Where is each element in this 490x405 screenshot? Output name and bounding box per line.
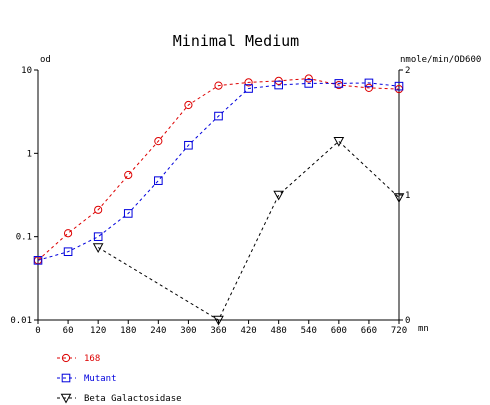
y-right-axis-label: nmole/min/OD600: [400, 55, 481, 65]
data-point: [33, 256, 43, 265]
data-point: [334, 79, 344, 88]
legend-marker: [61, 353, 71, 363]
y-left-tick-label: 10: [21, 66, 32, 76]
data-point: [184, 140, 193, 150]
y-left-tick-label: 1: [27, 149, 32, 159]
data-point: [63, 247, 73, 257]
x-tick-label: 660: [361, 326, 377, 336]
series-markers: [33, 74, 405, 326]
data-point: [333, 136, 345, 147]
data-point: [304, 74, 313, 83]
data-point: [274, 80, 283, 90]
y-left-tick-label: 0.1: [16, 233, 32, 243]
x-tick-label: 600: [331, 326, 347, 336]
legend-label: 168: [84, 354, 100, 364]
data-point: [364, 83, 374, 92]
x-tick-label: 180: [120, 326, 136, 336]
legend-marker: [61, 373, 71, 383]
x-tick-label: 480: [271, 326, 287, 336]
y-left-axis-label: od: [40, 55, 51, 65]
x-axis-label: mn: [418, 324, 429, 334]
series-line-1: [37, 82, 400, 261]
chart-title: Minimal Medium: [173, 32, 299, 50]
legend: 168 Mutant Beta Galactosidase: [57, 353, 182, 404]
x-tick-label: 120: [90, 326, 106, 336]
legend-label: Mutant: [84, 374, 117, 384]
y-right-tick-label: 2: [405, 66, 410, 76]
data-point: [93, 232, 103, 241]
data-point: [213, 315, 224, 326]
x-tick-label: 540: [301, 326, 317, 336]
data-point: [364, 78, 374, 88]
data-point: [304, 79, 314, 88]
x-tick-label: 0: [35, 326, 40, 336]
data-point: [154, 137, 163, 146]
x-tick-label: 240: [150, 326, 166, 336]
legend-label: Beta Galactosidase: [84, 394, 182, 404]
series-lines: [37, 77, 400, 321]
x-tick-label: 360: [210, 326, 226, 336]
data-point: [154, 176, 163, 185]
axis-ticks: 0 60 120 180 240 300 360 420 480 540 600 660 7201010…: [10, 66, 410, 336]
y-left-tick-label: 0.01: [10, 316, 32, 326]
x-tick-label: 300: [180, 326, 196, 336]
legend-marker: [60, 393, 72, 404]
data-point: [184, 100, 193, 110]
x-tick-label: 720: [391, 326, 407, 336]
data-point: [94, 205, 103, 214]
data-point: [244, 78, 253, 87]
data-point: [214, 111, 223, 121]
data-point: [124, 170, 133, 180]
data-point: [92, 243, 104, 254]
x-tick-label: 420: [240, 326, 256, 336]
data-point: [214, 81, 223, 90]
series-line-2: [97, 140, 400, 321]
data-point: [394, 81, 404, 91]
data-point: [63, 229, 73, 238]
data-point: [393, 193, 405, 204]
data-point: [123, 209, 133, 218]
data-point: [273, 190, 285, 201]
y-right-tick-label: 1: [405, 191, 410, 201]
series-line-0: [37, 77, 400, 261]
data-point: [244, 84, 253, 93]
x-tick-label: 60: [63, 326, 74, 336]
y-right-tick-label: 0: [405, 316, 410, 326]
